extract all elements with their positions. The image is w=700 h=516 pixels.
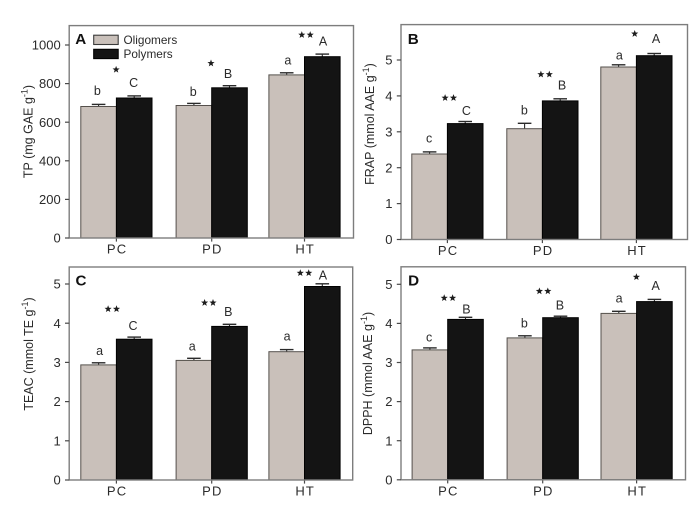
svg-text:B: B (408, 31, 419, 48)
svg-text:HT: HT (627, 243, 647, 258)
svg-text:a: a (616, 291, 623, 305)
svg-text:B: B (224, 305, 232, 319)
svg-text:0: 0 (53, 231, 60, 246)
svg-text:C: C (129, 76, 138, 90)
svg-text:1: 1 (385, 196, 392, 211)
svg-text:5: 5 (53, 277, 60, 292)
svg-text:0: 0 (385, 472, 392, 487)
svg-text:3: 3 (53, 355, 60, 370)
svg-text:HT: HT (627, 483, 647, 498)
svg-text:3: 3 (385, 124, 392, 139)
svg-text:4: 4 (385, 89, 392, 104)
svg-text:Oligomers: Oligomers (124, 33, 178, 47)
svg-text:A: A (75, 31, 86, 48)
svg-text:2: 2 (53, 394, 60, 409)
svg-text:PD: PD (533, 483, 553, 498)
svg-text:PC: PC (107, 242, 127, 257)
svg-text:B: B (556, 298, 564, 312)
svg-text:PD: PD (202, 242, 222, 257)
svg-text:D: D (408, 273, 419, 290)
svg-text:b: b (521, 316, 528, 330)
svg-text:B: B (224, 67, 232, 81)
svg-text:A: A (319, 34, 328, 48)
svg-text:a: a (96, 344, 103, 358)
svg-text:B: B (558, 78, 566, 92)
svg-text:800: 800 (39, 76, 61, 91)
svg-text:TEAC (mmol TE g-1): TEAC (mmol TE g-1) (20, 297, 36, 410)
svg-text:5: 5 (385, 53, 392, 68)
svg-text:600: 600 (39, 115, 61, 130)
svg-text:0: 0 (385, 232, 392, 247)
svg-text:A: A (652, 279, 661, 293)
svg-text:PD: PD (533, 243, 553, 258)
svg-text:c: c (426, 331, 432, 345)
svg-text:a: a (616, 48, 623, 62)
svg-text:A: A (652, 32, 661, 46)
svg-text:TP (mg GAE g-1): TP (mg GAE g-1) (20, 85, 36, 178)
svg-text:2: 2 (385, 394, 392, 409)
svg-text:PC: PC (107, 484, 127, 499)
svg-text:b: b (521, 103, 528, 117)
svg-text:400: 400 (39, 153, 61, 168)
svg-text:2: 2 (385, 160, 392, 175)
svg-text:a: a (284, 329, 291, 343)
svg-text:0: 0 (53, 473, 60, 488)
svg-text:1: 1 (53, 433, 60, 448)
svg-text:b: b (190, 85, 197, 99)
svg-text:4: 4 (53, 316, 60, 331)
svg-text:C: C (76, 273, 87, 290)
svg-text:PD: PD (202, 484, 222, 499)
svg-text:FRAP (mmol AAE g-1): FRAP (mmol AAE g-1) (361, 63, 377, 185)
svg-text:5: 5 (385, 277, 392, 292)
svg-text:1: 1 (385, 433, 392, 448)
svg-text:PC: PC (438, 243, 458, 258)
svg-text:200: 200 (39, 192, 61, 207)
svg-text:1000: 1000 (32, 38, 61, 53)
svg-text:A: A (319, 269, 328, 283)
svg-text:4: 4 (385, 316, 392, 331)
svg-text:C: C (128, 319, 137, 333)
svg-text:c: c (426, 132, 432, 146)
svg-text:a: a (284, 54, 291, 68)
svg-text:b: b (94, 84, 101, 98)
svg-text:Polymers: Polymers (124, 47, 173, 61)
svg-text:DPPH (mmol AAE g-1): DPPH (mmol AAE g-1) (359, 312, 375, 435)
svg-text:C: C (462, 104, 471, 118)
svg-text:HT: HT (295, 242, 315, 257)
svg-text:HT: HT (295, 484, 315, 499)
svg-text:B: B (462, 303, 470, 317)
svg-text:3: 3 (385, 355, 392, 370)
svg-text:PC: PC (438, 483, 458, 498)
svg-text:a: a (189, 339, 196, 353)
